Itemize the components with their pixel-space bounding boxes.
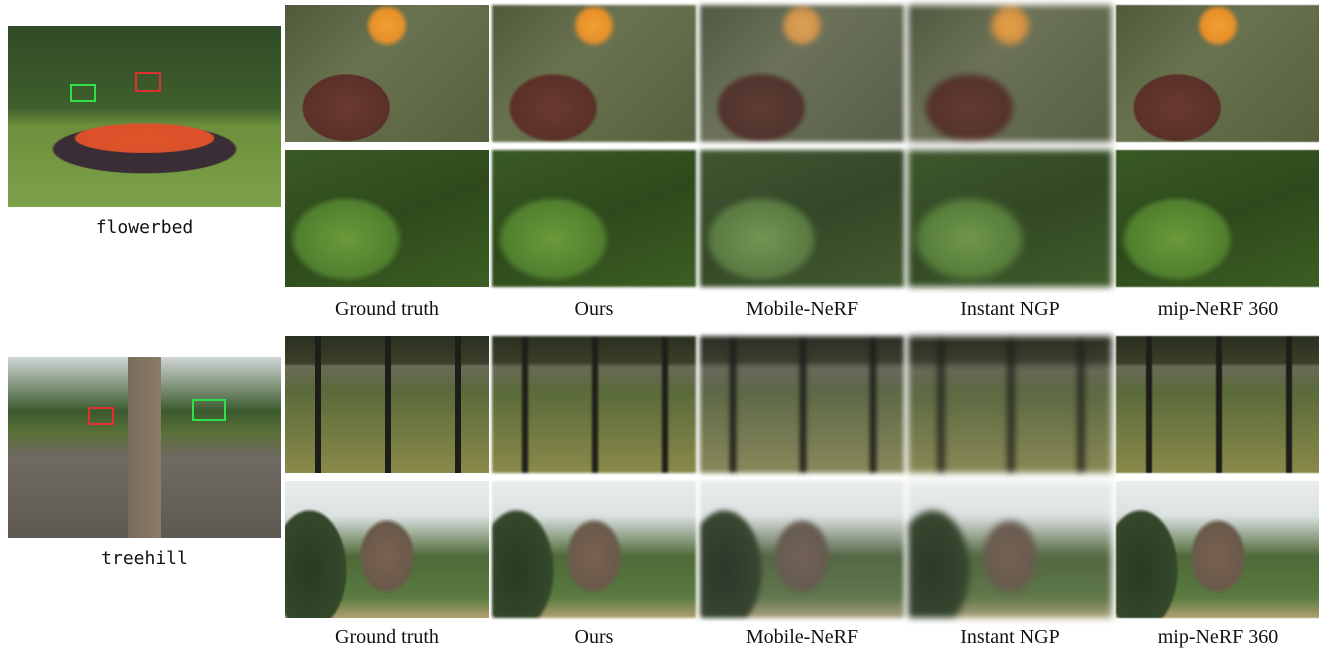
method-caption: mip-NeRF 360 [1157, 298, 1279, 320]
crop-image [700, 481, 904, 618]
scene-name: treehill [101, 548, 188, 569]
method-caption: Ground truth [335, 298, 439, 320]
crop-image [700, 336, 904, 473]
crop-image [700, 150, 904, 287]
method-caption: Instant NGP [960, 298, 1060, 320]
method-caption: Ours [574, 298, 614, 320]
crop-image [285, 150, 489, 287]
crop-image [285, 5, 489, 142]
method-caption: Mobile-NeRF [745, 298, 859, 320]
crop-image [492, 5, 696, 142]
crop-image [908, 5, 1112, 142]
zoom-box [70, 84, 96, 102]
scene-thumbnail [8, 26, 281, 207]
method-caption: Mobile-NeRF [745, 626, 859, 648]
crop-image [1116, 481, 1319, 618]
method-caption: Ground truth [335, 626, 439, 648]
crop-image [285, 336, 489, 473]
crop-image [1116, 150, 1319, 287]
crop-image [1116, 336, 1319, 473]
crop-image [908, 481, 1112, 618]
crop-image [700, 5, 904, 142]
crop-image [492, 336, 696, 473]
crop-image [908, 150, 1112, 287]
crop-image [492, 150, 696, 287]
zoom-box [135, 72, 161, 92]
method-caption: mip-NeRF 360 [1157, 626, 1279, 648]
crop-image [908, 336, 1112, 473]
zoom-box [88, 407, 114, 425]
crop-image [492, 481, 696, 618]
crop-image [285, 481, 489, 618]
method-caption: Instant NGP [960, 626, 1060, 648]
method-caption: Ours [574, 626, 614, 648]
scene-name: flowerbed [95, 217, 194, 238]
zoom-box [192, 399, 226, 421]
scene-thumbnail [8, 357, 281, 538]
crop-image [1116, 5, 1319, 142]
